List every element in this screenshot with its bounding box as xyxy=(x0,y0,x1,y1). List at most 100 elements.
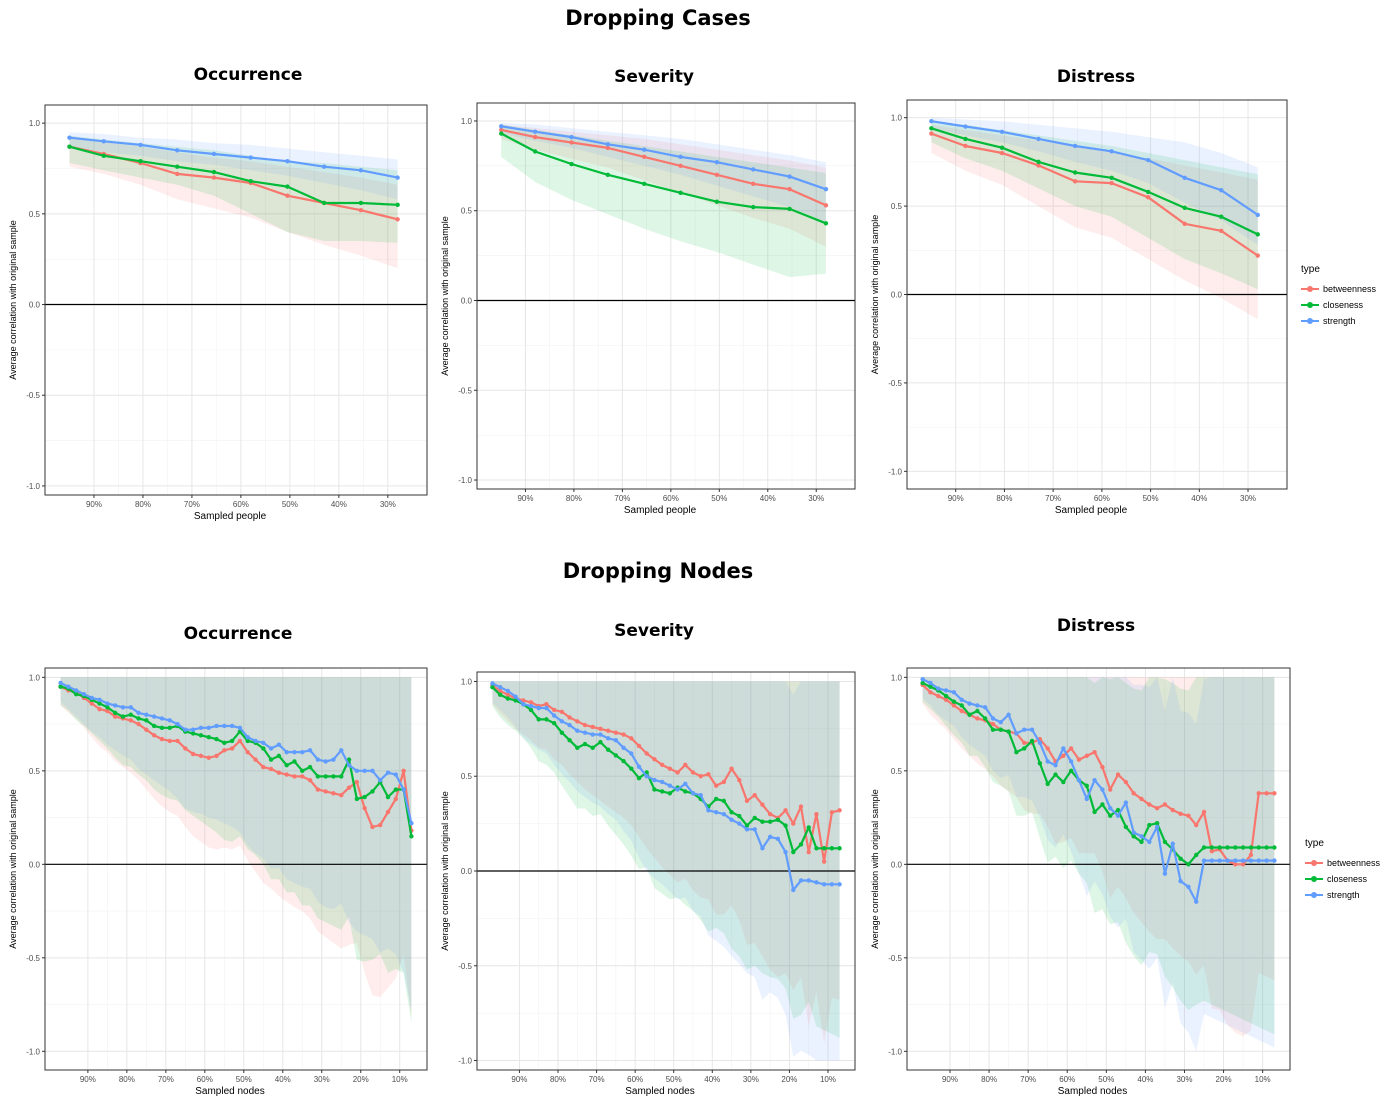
data-point-betweenness xyxy=(1076,757,1082,762)
data-point-strength xyxy=(721,811,727,817)
data-point-closeness xyxy=(959,703,964,708)
data-point-strength xyxy=(659,779,665,785)
ci-band-closeness xyxy=(60,677,412,1024)
data-point-closeness xyxy=(605,172,611,178)
data-point-closeness xyxy=(1186,862,1191,867)
data-point-strength xyxy=(346,763,352,768)
chart-panel: -1.0 -0.5 0.0 0.5 1.0 90% 80% 70% 60% 50% 40% 30% Sa… xyxy=(440,102,856,516)
y-axis-title: Average correlation with original sample xyxy=(870,789,880,948)
ci-band-betweenness xyxy=(922,677,1275,1037)
data-point-betweenness xyxy=(105,708,110,714)
x-tick-label: 50% xyxy=(1143,494,1159,503)
data-point-betweenness xyxy=(959,708,964,714)
data-point-strength xyxy=(101,139,106,144)
data-point-closeness xyxy=(1045,781,1050,787)
data-point-closeness xyxy=(1147,822,1152,828)
data-point-closeness xyxy=(598,739,603,745)
y-axis-title: Average correlation with original sample xyxy=(870,215,880,374)
y-tick-label: 1.0 xyxy=(461,117,473,126)
panel-title-nodes-distress: Distress xyxy=(1056,616,1136,636)
data-point-betweenness xyxy=(1108,787,1113,792)
data-point-closeness xyxy=(636,775,642,781)
data-point-closeness xyxy=(752,815,757,821)
data-point-strength xyxy=(268,746,274,751)
data-point-strength xyxy=(559,719,565,724)
data-point-betweenness xyxy=(721,779,727,785)
data-point-betweenness xyxy=(1209,849,1215,854)
data-point-betweenness xyxy=(675,770,680,775)
data-point-closeness xyxy=(248,178,253,184)
data-point-betweenness xyxy=(354,779,360,785)
data-point-closeness xyxy=(222,740,227,745)
data-point-closeness xyxy=(798,842,804,847)
data-point-closeness xyxy=(783,823,788,828)
data-point-strength xyxy=(128,705,133,710)
data-point-strength xyxy=(990,716,996,721)
data-point-closeness xyxy=(967,712,972,717)
data-point-strength xyxy=(821,882,827,887)
series-line-strength xyxy=(501,125,827,191)
data-point-closeness xyxy=(136,716,141,721)
data-point-closeness xyxy=(767,819,773,824)
data-point-strength xyxy=(245,734,250,740)
data-point-closeness xyxy=(1178,856,1183,861)
data-point-closeness xyxy=(499,131,504,136)
data-point-strength xyxy=(151,714,157,719)
data-point-betweenness xyxy=(752,792,757,798)
data-point-strength xyxy=(505,688,511,694)
data-point-strength xyxy=(1006,712,1011,717)
series-line-strength xyxy=(922,678,1275,903)
data-point-betweenness xyxy=(222,748,227,753)
data-point-betweenness xyxy=(144,727,149,732)
data-point-closeness xyxy=(1248,845,1254,850)
data-point-closeness xyxy=(214,736,219,742)
data-point-betweenness xyxy=(667,766,673,771)
data-point-strength xyxy=(321,164,327,169)
data-point-strength xyxy=(943,688,949,693)
legend-item-strength: strength xyxy=(1305,887,1380,903)
data-point-betweenness xyxy=(613,730,619,735)
data-point-betweenness xyxy=(605,145,611,151)
data-point-strength xyxy=(167,718,172,723)
data-point-strength xyxy=(198,725,204,731)
x-tick-label: 70% xyxy=(158,1075,174,1084)
data-point-betweenness xyxy=(395,217,400,222)
data-point-closeness xyxy=(963,136,968,142)
data-point-betweenness xyxy=(567,715,572,720)
data-point-closeness xyxy=(920,680,925,686)
data-point-strength xyxy=(292,749,297,755)
x-tick-label: 60% xyxy=(1094,494,1110,503)
data-point-betweenness xyxy=(183,746,188,751)
data-point-strength xyxy=(536,705,541,711)
data-point-strength xyxy=(1256,858,1261,863)
data-point-strength xyxy=(678,154,683,160)
data-point-closeness xyxy=(144,718,149,723)
data-point-closeness xyxy=(532,149,538,154)
x-tick-label: 40% xyxy=(1137,1075,1153,1084)
data-point-betweenness xyxy=(678,163,683,169)
x-tick-label: 80% xyxy=(566,494,582,503)
data-point-betweenness xyxy=(1240,862,1246,867)
x-tick-label: 90% xyxy=(948,494,964,503)
data-point-betweenness xyxy=(951,703,957,708)
x-tick-label: 70% xyxy=(614,494,630,503)
data-point-betweenness xyxy=(229,746,235,751)
panel-title-nodes-occurrence: Occurrence xyxy=(183,624,293,644)
data-point-betweenness xyxy=(97,706,102,712)
x-tick-label: 30% xyxy=(743,1075,759,1084)
data-point-betweenness xyxy=(532,134,538,140)
data-point-closeness xyxy=(641,181,647,186)
x-tick-label: 40% xyxy=(760,494,776,503)
data-point-betweenness xyxy=(823,203,829,208)
data-point-closeness xyxy=(97,701,102,706)
x-tick-label: 40% xyxy=(331,500,347,509)
data-point-betweenness xyxy=(1100,764,1105,770)
data-point-strength xyxy=(1139,834,1144,839)
data-point-strength xyxy=(683,781,688,787)
series-line-strength xyxy=(60,682,413,824)
data-point-betweenness xyxy=(1084,753,1089,759)
series-line-betweenness xyxy=(921,684,1275,866)
ci-band-strength xyxy=(931,117,1258,245)
data-point-strength xyxy=(1225,858,1230,863)
data-point-closeness xyxy=(559,730,565,735)
